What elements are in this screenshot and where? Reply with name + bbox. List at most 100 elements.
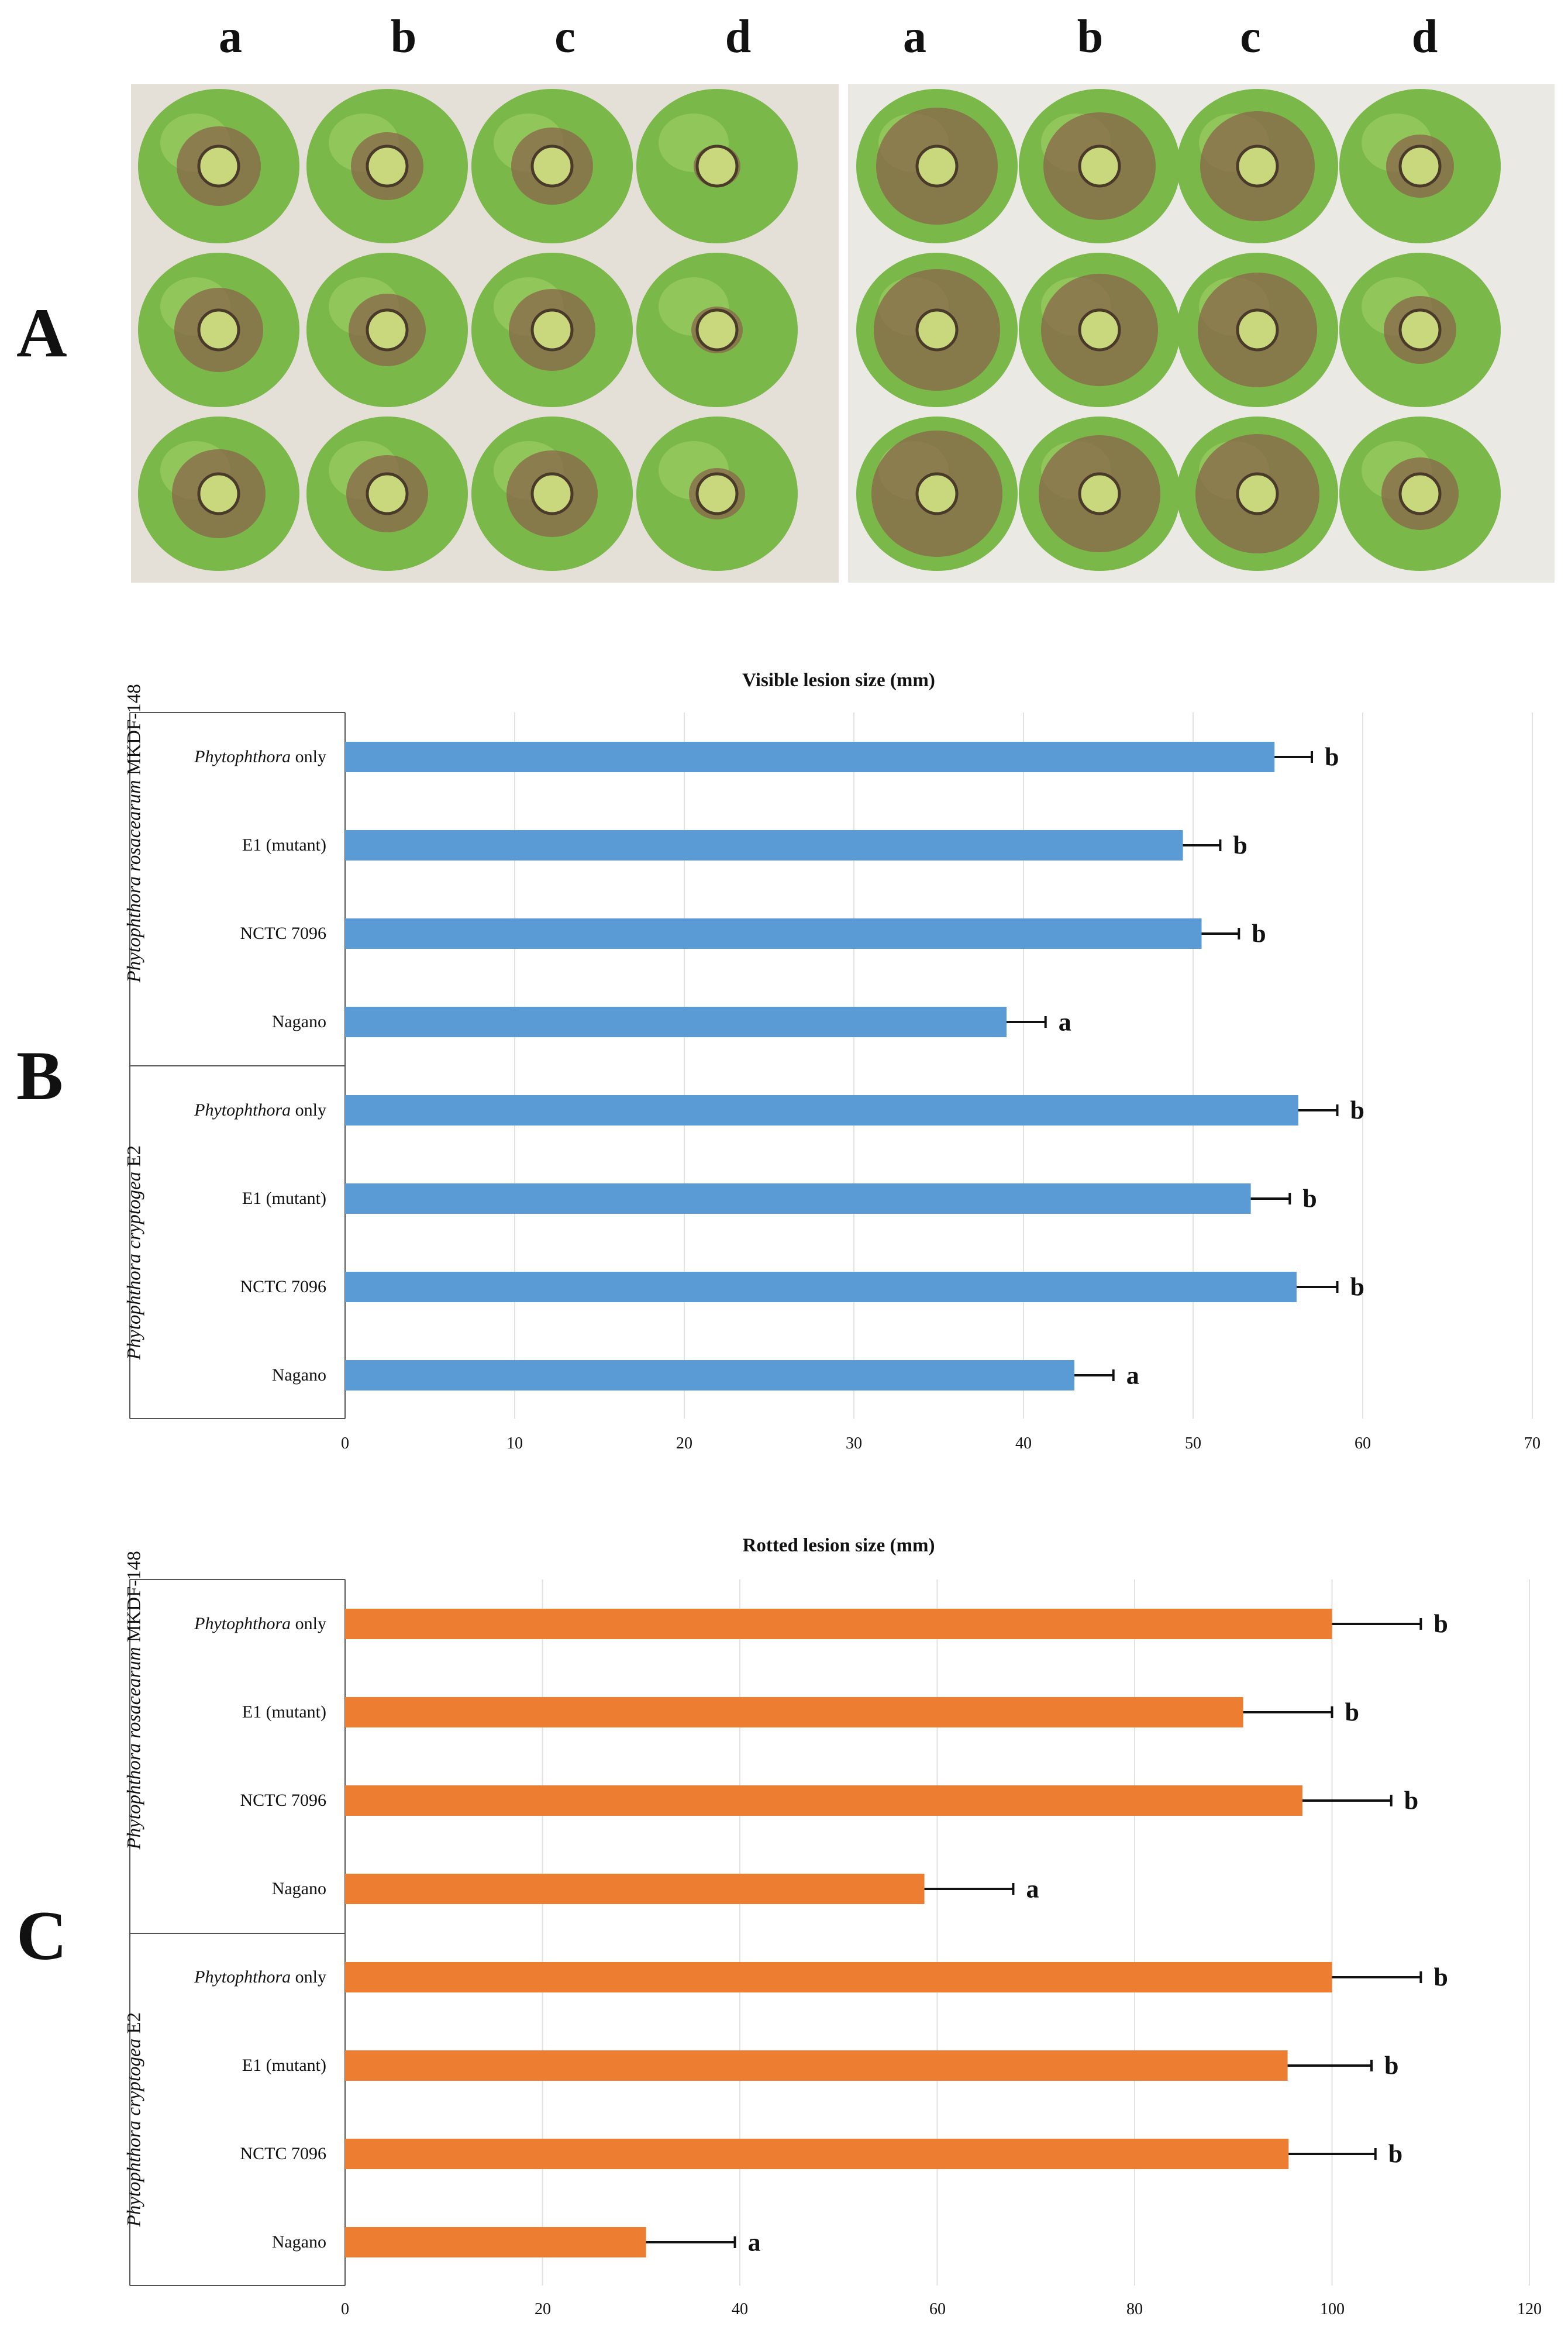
x-tick-label: 80	[1126, 2300, 1143, 2318]
category-label: E1 (mutant)	[242, 835, 326, 855]
category-label: E1 (mutant)	[242, 1189, 326, 1208]
inoculation-disc	[530, 472, 574, 515]
panel-label-a: A	[16, 294, 67, 371]
photo-column-label-a-right: a	[903, 11, 926, 63]
significance-letter: b	[1233, 831, 1247, 860]
significance-letter: b	[1404, 1786, 1419, 1815]
inoculation-disc	[1078, 144, 1121, 188]
inoculation-disc	[366, 308, 409, 352]
bar	[345, 1183, 1251, 1214]
inoculation-disc	[1398, 472, 1442, 515]
bar	[345, 1095, 1298, 1126]
category-label: Nagano	[271, 1879, 326, 1898]
bar	[345, 1962, 1332, 1992]
inoculation-disc	[197, 144, 240, 188]
significance-letter: b	[1350, 1272, 1364, 1302]
bar	[345, 830, 1183, 861]
inoculation-disc	[1078, 308, 1121, 352]
category-label: Phytophthora only	[194, 1100, 326, 1120]
bar	[345, 1874, 925, 1904]
photo-column-label-d-right: d	[1411, 11, 1438, 63]
x-tick-label: 20	[676, 1434, 692, 1453]
category-label: Nagano	[271, 1365, 326, 1385]
bar	[345, 1360, 1074, 1391]
bar	[345, 918, 1202, 949]
x-tick-label: 40	[732, 2300, 748, 2318]
category-label: Nagano	[271, 1012, 326, 1031]
x-tick-label: 30	[846, 1434, 862, 1453]
inoculation-disc	[695, 144, 739, 188]
photo-column-label-b-right: b	[1077, 11, 1104, 63]
group-label-cryptogea: Phytophthora cryptogea E2	[123, 2012, 145, 2227]
photo-column-label-b-left: b	[390, 11, 417, 63]
panel-label-c: C	[16, 1897, 67, 1974]
x-tick-label: 70	[1524, 1434, 1541, 1453]
photo-column-label-c-right: c	[1240, 11, 1261, 63]
category-label: Phytophthora only	[194, 747, 326, 766]
x-tick-label: 50	[1185, 1434, 1201, 1453]
significance-letter: a	[1058, 1007, 1071, 1037]
inoculation-disc	[1398, 144, 1442, 188]
inoculation-disc	[1236, 472, 1279, 515]
bar	[345, 1785, 1302, 1816]
bar	[345, 742, 1275, 772]
significance-letter: a	[747, 2228, 761, 2257]
x-tick-label: 0	[341, 2300, 349, 2318]
significance-letter: b	[1388, 2139, 1403, 2169]
inoculation-disc	[1078, 472, 1121, 515]
inoculation-disc	[366, 472, 409, 515]
apple-photo-left	[131, 84, 839, 583]
category-label: NCTC 7096	[240, 1277, 326, 1296]
significance-letter: b	[1433, 1609, 1448, 1639]
x-tick-label: 60	[929, 2300, 946, 2318]
bar	[345, 2139, 1289, 2169]
significance-letter: b	[1302, 1184, 1317, 1213]
category-label: Nagano	[271, 2232, 326, 2252]
inoculation-disc	[915, 144, 959, 188]
category-label: NCTC 7096	[240, 924, 326, 943]
inoculation-disc	[695, 472, 739, 515]
inoculation-disc	[366, 144, 409, 188]
inoculation-disc	[1398, 308, 1442, 352]
significance-letter: b	[1252, 919, 1266, 948]
inoculation-disc	[915, 308, 959, 352]
chart-title-rotted: Rotted lesion size (mm)	[742, 1535, 935, 1556]
category-label: NCTC 7096	[240, 1791, 326, 1810]
x-tick-label: 60	[1355, 1434, 1371, 1453]
significance-letter: a	[1026, 1874, 1039, 1904]
significance-letter: a	[1126, 1361, 1139, 1390]
inoculation-disc	[915, 472, 959, 515]
x-tick-label: 100	[1320, 2300, 1345, 2318]
significance-letter: b	[1384, 2051, 1399, 2080]
inoculation-disc	[197, 308, 240, 352]
x-tick-label: 0	[341, 1434, 349, 1453]
significance-letter: b	[1345, 1698, 1359, 1727]
inoculation-disc	[1236, 308, 1279, 352]
chart-title-visible: Visible lesion size (mm)	[742, 670, 935, 691]
panel-label-b: B	[16, 1037, 64, 1114]
photo-column-label-d-left: d	[725, 11, 752, 63]
chart-visible-lesion	[129, 712, 1533, 1419]
bar	[345, 1697, 1243, 1727]
x-tick-label: 20	[535, 2300, 551, 2318]
group-label-rosacearum: Phytophthora rosacearum MKDF-148	[123, 1551, 145, 1850]
x-tick-label: 10	[506, 1434, 523, 1453]
bar	[345, 2050, 1288, 2081]
category-label: NCTC 7096	[240, 2144, 326, 2163]
bar	[345, 1272, 1297, 1302]
significance-letter: b	[1433, 1963, 1448, 1992]
inoculation-disc	[530, 308, 574, 352]
inoculation-disc	[1236, 144, 1279, 188]
inoculation-disc	[197, 472, 240, 515]
photo-column-label-a-left: a	[219, 11, 242, 63]
x-tick-label: 40	[1015, 1434, 1032, 1453]
significance-letter: b	[1350, 1096, 1364, 1125]
category-label: E1 (mutant)	[242, 2056, 326, 2075]
significance-letter: b	[1325, 742, 1339, 772]
photo-column-label-c-left: c	[554, 11, 575, 63]
bar	[345, 1609, 1332, 1639]
category-label: E1 (mutant)	[242, 1702, 326, 1722]
category-label: Phytophthora only	[194, 1614, 326, 1633]
category-label: Phytophthora only	[194, 1967, 326, 1987]
